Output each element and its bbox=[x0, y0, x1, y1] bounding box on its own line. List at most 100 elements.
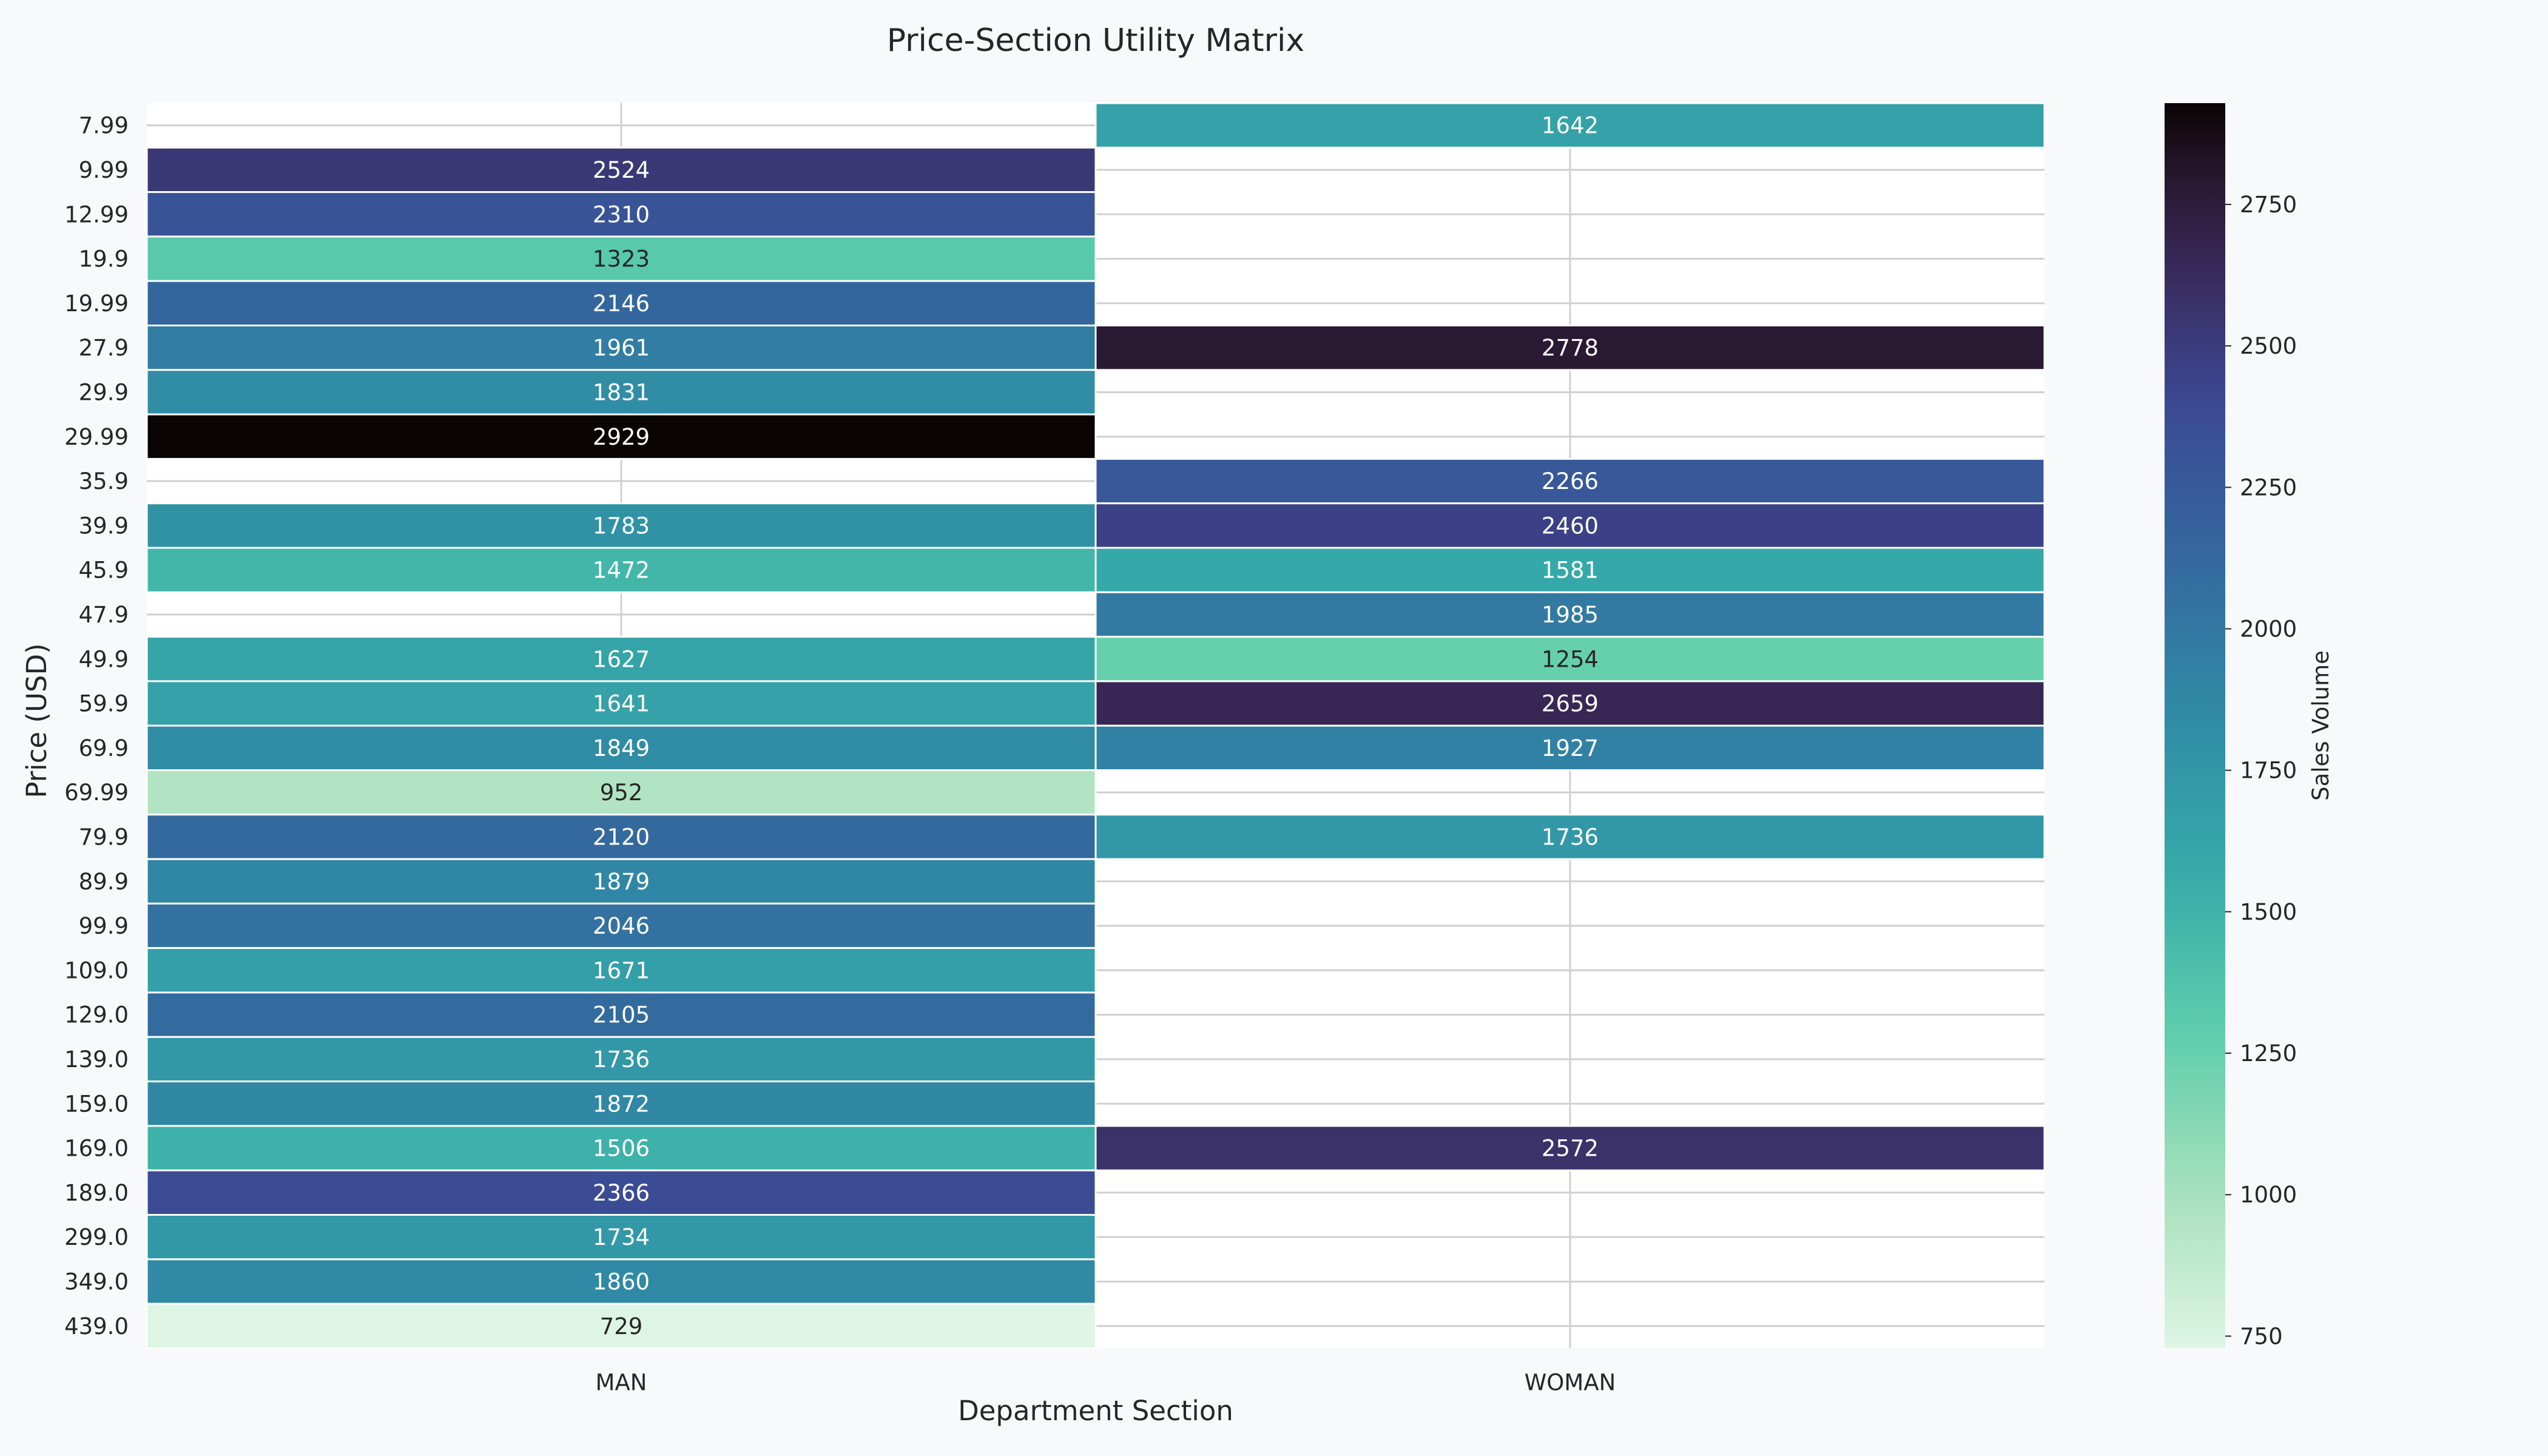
plot-area: 1642 2524 2310 1323 2146 1961 2778 1831 2929 2266… bbox=[146, 102, 2046, 1349]
y-tick-label: 29.99 bbox=[64, 424, 129, 450]
cell-value-label: 1879 bbox=[593, 869, 650, 895]
y-tick-label: 47.9 bbox=[79, 602, 129, 628]
heatmap-cell bbox=[146, 991, 1097, 1038]
heatmap-cell bbox=[146, 235, 1097, 282]
heatmap-cell bbox=[1094, 325, 2046, 371]
colorbar-tick-label: 2000 bbox=[2240, 616, 2297, 642]
y-tick-label: 27.9 bbox=[79, 335, 129, 361]
colorbar-gradient bbox=[2165, 103, 2225, 1348]
y-tick-label: 12.99 bbox=[64, 201, 129, 228]
colorbar-tick-label: 1000 bbox=[2240, 1182, 2297, 1208]
heatmap-cell bbox=[146, 1125, 1097, 1171]
colorbar-tick-label: 1250 bbox=[2240, 1040, 2297, 1067]
cell-value-label: 2572 bbox=[1542, 1136, 1599, 1162]
y-tick-label: 109.0 bbox=[64, 957, 129, 983]
colorbar-tick-label: 1500 bbox=[2240, 899, 2297, 925]
colorbar-tick-label: 2250 bbox=[2240, 474, 2297, 500]
cell-value-label: 1831 bbox=[593, 379, 650, 405]
y-tick-label: 45.9 bbox=[79, 558, 129, 584]
heatmap-cell bbox=[1094, 724, 2046, 771]
cell-value-label: 2046 bbox=[593, 913, 650, 939]
colorbar-tick-label: 2750 bbox=[2240, 192, 2297, 218]
y-tick-label: 89.9 bbox=[79, 869, 129, 895]
cell-value-label: 1642 bbox=[1542, 113, 1599, 139]
cell-value-label: 1872 bbox=[593, 1091, 650, 1117]
colorbar-tick-label: 2500 bbox=[2240, 333, 2297, 359]
x-tick-label: MAN bbox=[596, 1369, 647, 1395]
y-tick-label: 129.0 bbox=[64, 1002, 129, 1028]
cell-value-label: 1734 bbox=[593, 1224, 650, 1250]
cell-value-label: 1849 bbox=[593, 735, 650, 761]
cell-value-label: 1641 bbox=[593, 691, 650, 717]
y-tick-label: 9.99 bbox=[79, 157, 129, 183]
heatmap-cell bbox=[146, 858, 1097, 905]
cell-value-label: 2366 bbox=[593, 1180, 650, 1206]
heatmap-cell bbox=[146, 280, 1097, 327]
cell-value-label: 729 bbox=[600, 1313, 643, 1340]
heatmap-cell bbox=[1094, 502, 2046, 549]
y-tick-label: 29.9 bbox=[79, 379, 129, 405]
cell-value-label: 1254 bbox=[1542, 646, 1599, 672]
cell-value-label: 2120 bbox=[593, 824, 650, 850]
heatmap-cell bbox=[146, 1080, 1097, 1127]
colorbar-tick-label: 1750 bbox=[2240, 758, 2297, 784]
heatmap-cell bbox=[146, 1258, 1097, 1305]
cell-value-label: 2310 bbox=[593, 201, 650, 228]
heatmap-cell bbox=[1094, 591, 2046, 638]
cell-value-label: 1961 bbox=[593, 335, 650, 361]
heatmap-cell bbox=[1094, 636, 2046, 682]
x-axis-label: Department Section bbox=[958, 1395, 1233, 1427]
cell-value-label: 2266 bbox=[1542, 468, 1599, 494]
y-tick-label: 159.0 bbox=[64, 1091, 129, 1117]
colorbar-label: Sales Volume bbox=[2308, 650, 2334, 801]
y-tick-label: 35.9 bbox=[79, 468, 129, 494]
y-tick-label: 349.0 bbox=[64, 1269, 129, 1295]
y-tick-label: 19.9 bbox=[79, 246, 129, 272]
cell-value-label: 2929 bbox=[593, 424, 650, 450]
y-tick-label: 79.9 bbox=[79, 824, 129, 850]
y-tick-label: 19.99 bbox=[64, 291, 129, 317]
cell-value-label: 1506 bbox=[593, 1136, 650, 1162]
heatmap-cell bbox=[146, 947, 1097, 994]
cell-value-label: 1783 bbox=[593, 513, 650, 539]
heatmap-cell bbox=[146, 1169, 1097, 1216]
heatmap-cell bbox=[1094, 457, 2046, 505]
cell-value-label: 1323 bbox=[593, 246, 650, 272]
cell-value-label: 952 bbox=[600, 780, 643, 806]
y-tick-label: 99.9 bbox=[79, 913, 129, 939]
cell-value-label: 1860 bbox=[593, 1269, 650, 1295]
heatmap-cell bbox=[1094, 102, 2046, 149]
y-tick-label: 69.99 bbox=[64, 780, 129, 806]
heatmap-cell bbox=[1094, 814, 2046, 860]
cell-value-label: 2146 bbox=[593, 291, 650, 317]
y-tick-label: 439.0 bbox=[64, 1313, 129, 1340]
cell-value-label: 1671 bbox=[593, 957, 650, 983]
chart-title: Price-Section Utility Matrix bbox=[887, 22, 1305, 59]
cell-value-label: 2659 bbox=[1542, 691, 1599, 717]
x-axis-ticks: MAN WOMAN bbox=[596, 1369, 1616, 1395]
y-tick-label: 189.0 bbox=[64, 1180, 129, 1206]
cell-value-label: 2460 bbox=[1542, 513, 1599, 539]
heatmap-cell bbox=[146, 369, 1097, 416]
y-tick-label: 169.0 bbox=[64, 1136, 129, 1162]
cell-value-label: 1581 bbox=[1542, 558, 1599, 584]
heatmap-cell bbox=[146, 547, 1097, 593]
heatmap-cell bbox=[146, 413, 1097, 460]
y-tick-label: 7.99 bbox=[79, 113, 129, 139]
colorbar: 750 1000 1250 1500 1750 2000 2250 2500 2750 Sale… bbox=[2165, 103, 2334, 1349]
heatmap-cell bbox=[146, 769, 1097, 816]
y-tick-label: 299.0 bbox=[64, 1224, 129, 1250]
y-tick-label: 139.0 bbox=[64, 1046, 129, 1073]
colorbar-tick-label: 750 bbox=[2240, 1323, 2283, 1349]
colorbar-ticks: 750 1000 1250 1500 1750 2000 2250 2500 2750 bbox=[2225, 192, 2297, 1349]
y-tick-label: 39.9 bbox=[79, 513, 129, 539]
heatmap-cell bbox=[146, 502, 1097, 549]
cell-value-label: 1736 bbox=[593, 1046, 650, 1073]
y-axis-label: Price (USD) bbox=[21, 643, 53, 798]
cell-value-label: 1985 bbox=[1542, 602, 1599, 628]
cell-value-label: 2105 bbox=[593, 1002, 650, 1028]
y-tick-label: 49.9 bbox=[79, 646, 129, 672]
heatmap-cell bbox=[146, 146, 1097, 194]
y-tick-label: 59.9 bbox=[79, 691, 129, 717]
